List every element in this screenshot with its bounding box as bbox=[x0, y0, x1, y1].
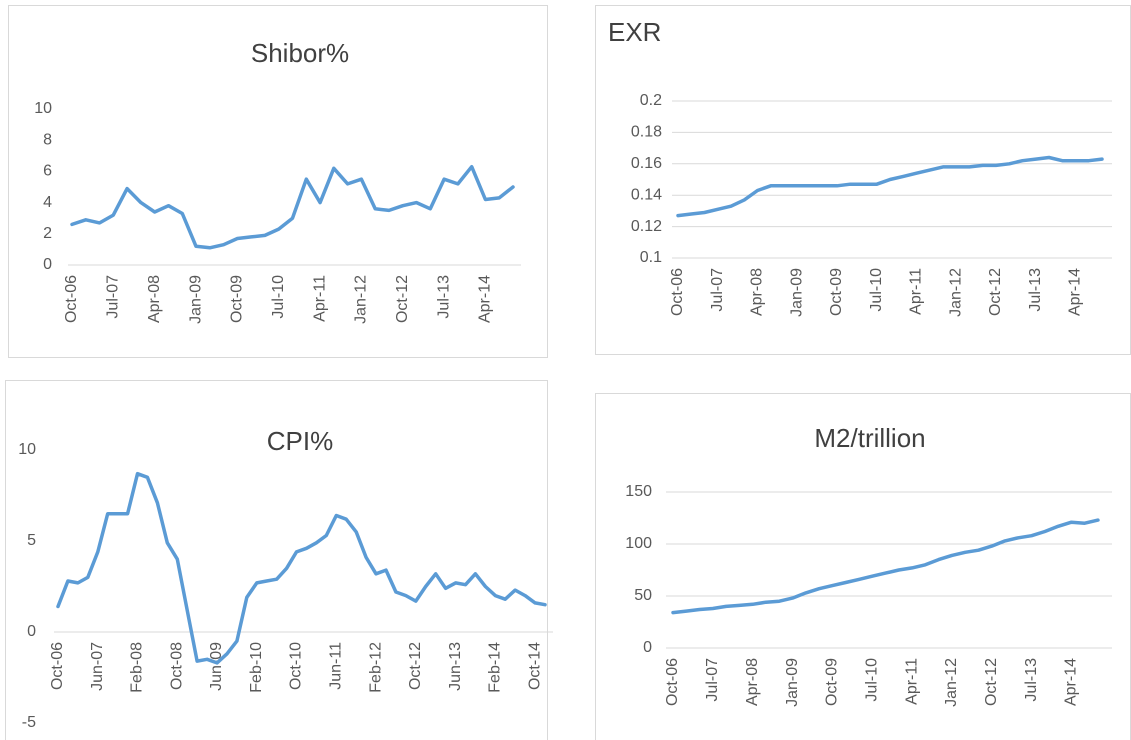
y-tick-label: 0.16 bbox=[631, 155, 662, 172]
x-tick-label: Oct-06 bbox=[49, 642, 66, 690]
y-tick-label: 10 bbox=[18, 441, 36, 458]
y-tick-label: 5 bbox=[27, 532, 36, 549]
x-tick-label: Jul-13 bbox=[1023, 658, 1040, 702]
x-tick-label: Feb-10 bbox=[248, 642, 265, 693]
x-tick-label: Apr-08 bbox=[744, 658, 761, 706]
x-tick-label: Jul-07 bbox=[709, 268, 726, 312]
x-tick-label: Apr-08 bbox=[749, 268, 766, 316]
panel bbox=[595, 5, 1131, 355]
x-tick-label: Jan-12 bbox=[943, 658, 960, 707]
panel bbox=[595, 393, 1131, 740]
y-tick-label: 0 bbox=[643, 639, 652, 656]
y-tick-label: 0 bbox=[43, 256, 52, 273]
x-tick-label: Jan-12 bbox=[353, 275, 370, 324]
x-tick-label: Oct-14 bbox=[526, 642, 543, 690]
x-tick-label: Apr-14 bbox=[477, 275, 494, 323]
chart-title: Shibor% bbox=[251, 38, 349, 68]
y-tick-label: 4 bbox=[43, 194, 52, 211]
x-tick-label: Oct-12 bbox=[407, 642, 424, 690]
y-tick-label: 0.1 bbox=[640, 249, 662, 266]
x-tick-label: Jul-13 bbox=[1027, 268, 1044, 312]
x-tick-label: Feb-12 bbox=[367, 642, 384, 693]
x-tick-label: Jun-11 bbox=[328, 642, 345, 690]
x-tick-label: Apr-14 bbox=[1063, 658, 1080, 706]
x-tick-label: Oct-12 bbox=[987, 268, 1004, 316]
y-tick-label: -5 bbox=[22, 714, 36, 731]
x-tick-label: Apr-11 bbox=[903, 658, 920, 705]
x-tick-label: Apr-14 bbox=[1067, 268, 1084, 316]
y-tick-label: 2 bbox=[43, 225, 52, 242]
x-tick-label: Apr-08 bbox=[146, 275, 163, 323]
y-tick-label: 0.2 bbox=[640, 92, 662, 109]
y-tick-label: 10 bbox=[34, 100, 52, 117]
x-tick-label: Oct-09 bbox=[828, 268, 845, 316]
x-tick-label: Oct-06 bbox=[664, 658, 681, 706]
x-tick-label: Jun-07 bbox=[89, 642, 106, 691]
x-tick-label: Jul-10 bbox=[863, 658, 880, 702]
y-tick-label: 0.14 bbox=[631, 186, 662, 203]
y-tick-label: 150 bbox=[625, 483, 652, 500]
line-series bbox=[676, 155, 1104, 218]
x-tick-label: Feb-08 bbox=[129, 642, 146, 693]
x-tick-label: Jul-10 bbox=[270, 275, 287, 319]
x-tick-label: Jan-12 bbox=[947, 268, 964, 317]
x-tick-label: Jan-09 bbox=[784, 658, 801, 707]
y-tick-label: 50 bbox=[634, 587, 652, 604]
x-tick-label: Jun-13 bbox=[447, 642, 464, 691]
chart-title: EXR bbox=[608, 17, 661, 47]
y-tick-label: 8 bbox=[43, 131, 52, 148]
chart-title: CPI% bbox=[267, 426, 333, 456]
x-tick-label: Jun-09 bbox=[208, 642, 225, 691]
x-tick-label: Oct-06 bbox=[669, 268, 686, 316]
x-tick-label: Jul-07 bbox=[704, 658, 721, 702]
x-tick-label: Oct-12 bbox=[983, 658, 1000, 706]
y-tick-label: 0.12 bbox=[631, 218, 662, 235]
line-series bbox=[70, 164, 515, 250]
line-series bbox=[671, 518, 1100, 615]
y-tick-label: 6 bbox=[43, 163, 52, 180]
x-tick-label: Oct-09 bbox=[229, 275, 246, 323]
y-tick-label: 0 bbox=[27, 623, 36, 640]
x-tick-label: Oct-08 bbox=[168, 642, 185, 690]
x-tick-label: Jul-10 bbox=[868, 268, 885, 312]
x-tick-label: Jul-07 bbox=[105, 275, 122, 319]
line-series bbox=[56, 471, 547, 665]
x-tick-label: Jan-09 bbox=[788, 268, 805, 317]
x-tick-label: Apr-11 bbox=[908, 268, 925, 315]
x-tick-label: Feb-14 bbox=[487, 642, 504, 693]
x-tick-label: Jul-13 bbox=[435, 275, 452, 319]
x-tick-label: Oct-10 bbox=[288, 642, 305, 690]
x-tick-label: Oct-06 bbox=[63, 275, 80, 323]
y-tick-label: 0.18 bbox=[631, 124, 662, 141]
x-tick-label: Oct-09 bbox=[824, 658, 841, 706]
chart-title: M2/trillion bbox=[814, 423, 925, 453]
x-tick-label: Oct-12 bbox=[394, 275, 411, 323]
x-tick-label: Jan-09 bbox=[187, 275, 204, 324]
y-tick-label: 100 bbox=[625, 535, 652, 552]
x-tick-label: Apr-11 bbox=[311, 275, 328, 322]
